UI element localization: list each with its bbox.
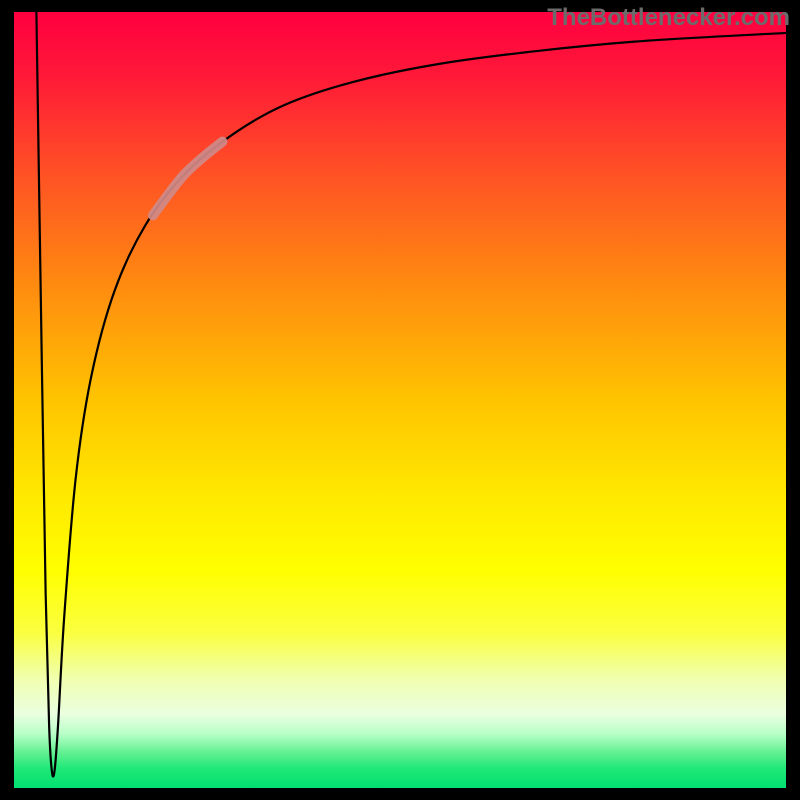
chart-container: { "chart": { "type": "line-with-gradient… bbox=[0, 0, 800, 800]
plot-area bbox=[14, 12, 786, 788]
watermark-label: TheBottlenecker.com bbox=[547, 4, 790, 32]
plot-svg bbox=[14, 12, 786, 788]
gradient-background bbox=[14, 12, 786, 788]
